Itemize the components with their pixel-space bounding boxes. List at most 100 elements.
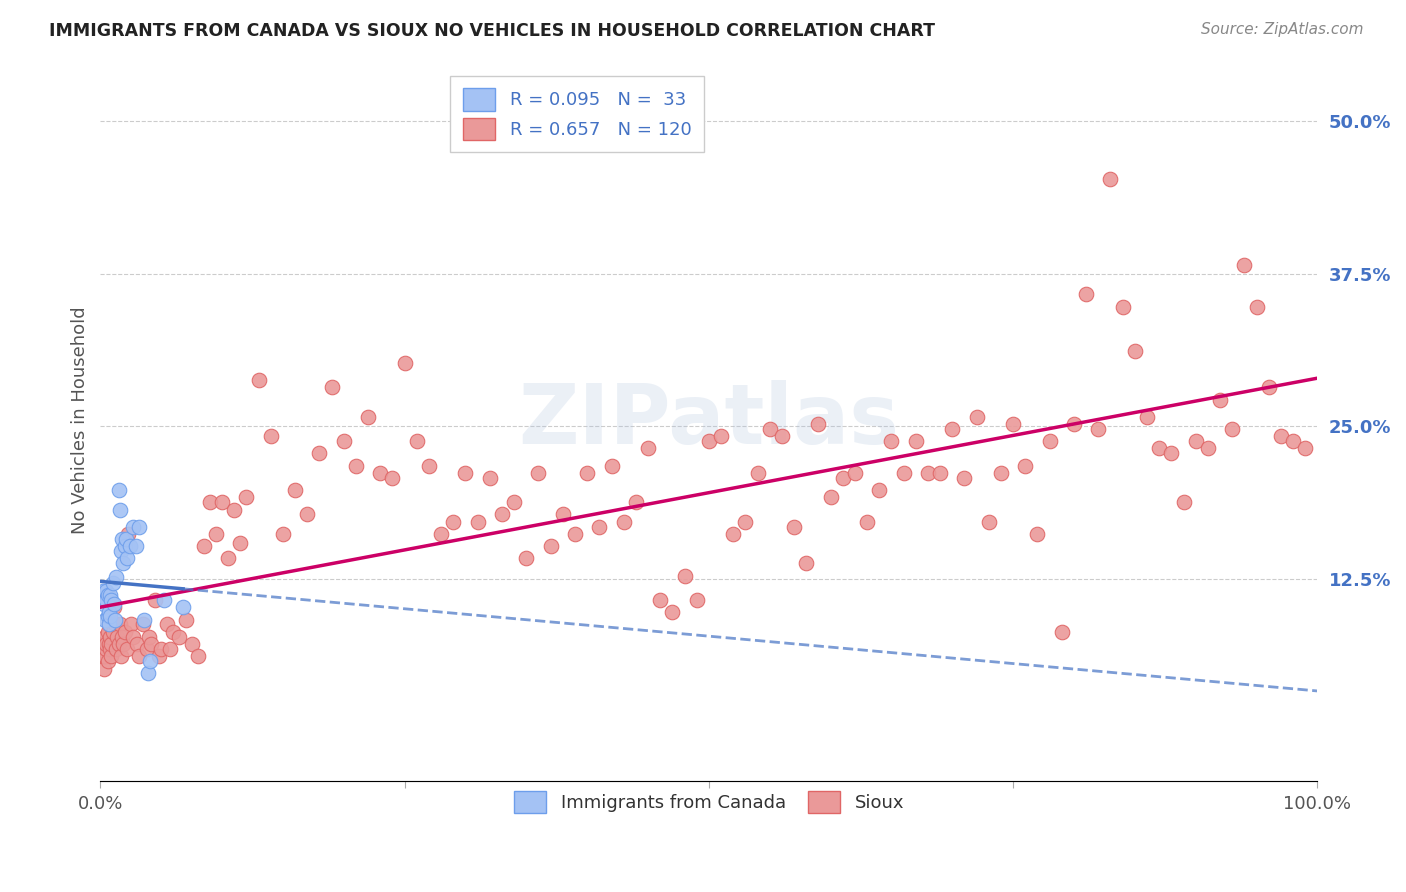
Point [576, 466, 599, 480]
Point [169, 630, 191, 644]
Point [128, 649, 150, 664]
Point [115, 642, 138, 657]
Point [100, 637, 122, 651]
Point [97, 637, 120, 651]
Point [613, 515, 636, 529]
Point [93, 661, 115, 675]
Text: ZIPatlas: ZIPatlas [519, 380, 900, 461]
Point [941, 422, 963, 436]
Point [551, 508, 574, 522]
Point [98, 609, 121, 624]
Point [103, 600, 125, 615]
Point [1136, 409, 1159, 424]
Point [97, 617, 120, 632]
Point [138, 630, 160, 644]
Point [588, 519, 610, 533]
Point [93, 597, 115, 611]
Point [650, 593, 672, 607]
Point [91, 637, 114, 651]
Point [357, 409, 380, 424]
Point [136, 666, 159, 681]
Point [180, 637, 202, 651]
Point [977, 515, 1000, 529]
Point [100, 649, 122, 664]
Point [111, 630, 134, 644]
Point [162, 624, 184, 639]
Point [783, 519, 806, 533]
Point [624, 495, 647, 509]
Point [141, 637, 163, 651]
Point [1111, 300, 1133, 314]
Point [418, 458, 440, 473]
Point [710, 429, 733, 443]
Point [104, 617, 127, 632]
Point [193, 539, 215, 553]
Point [454, 466, 477, 480]
Point [211, 495, 233, 509]
Point [198, 495, 221, 509]
Point [1014, 458, 1036, 473]
Point [122, 630, 145, 644]
Point [794, 557, 817, 571]
Point [1257, 380, 1279, 394]
Point [820, 491, 842, 505]
Point [150, 642, 173, 657]
Point [101, 575, 124, 590]
Point [284, 483, 307, 497]
Point [904, 434, 927, 448]
Point [105, 570, 128, 584]
Y-axis label: No Vehicles in Household: No Vehicles in Household [72, 307, 89, 534]
Point [686, 593, 709, 607]
Point [100, 593, 122, 607]
Point [94, 630, 117, 644]
Point [108, 502, 131, 516]
Point [1087, 422, 1109, 436]
Point [1282, 434, 1305, 448]
Point [125, 637, 148, 651]
Point [112, 557, 135, 571]
Point [103, 597, 125, 611]
Point [527, 466, 550, 480]
Point [491, 508, 513, 522]
Point [637, 442, 659, 456]
Point [105, 642, 128, 657]
Point [135, 642, 157, 657]
Point [758, 422, 780, 436]
Point [503, 495, 526, 509]
Text: Source: ZipAtlas.com: Source: ZipAtlas.com [1201, 22, 1364, 37]
Point [1039, 434, 1062, 448]
Point [441, 515, 464, 529]
Point [205, 527, 228, 541]
Point [831, 471, 853, 485]
Point [1246, 300, 1268, 314]
Point [747, 466, 769, 480]
Point [368, 466, 391, 480]
Point [1209, 392, 1232, 407]
Point [600, 458, 623, 473]
Point [394, 356, 416, 370]
Point [697, 434, 720, 448]
Point [97, 605, 120, 619]
Point [105, 630, 128, 644]
Point [101, 624, 124, 639]
Point [564, 527, 586, 541]
Point [139, 654, 162, 668]
Point [122, 519, 145, 533]
Point [174, 613, 197, 627]
Point [880, 434, 903, 448]
Point [467, 515, 489, 529]
Point [807, 417, 830, 431]
Point [515, 551, 537, 566]
Point [308, 446, 330, 460]
Point [111, 532, 134, 546]
Point [97, 617, 120, 632]
Point [1294, 442, 1316, 456]
Point [96, 642, 118, 657]
Point [104, 613, 127, 627]
Point [224, 502, 246, 516]
Point [1099, 172, 1122, 186]
Point [114, 539, 136, 553]
Point [260, 429, 283, 443]
Point [152, 593, 174, 607]
Point [107, 637, 129, 651]
